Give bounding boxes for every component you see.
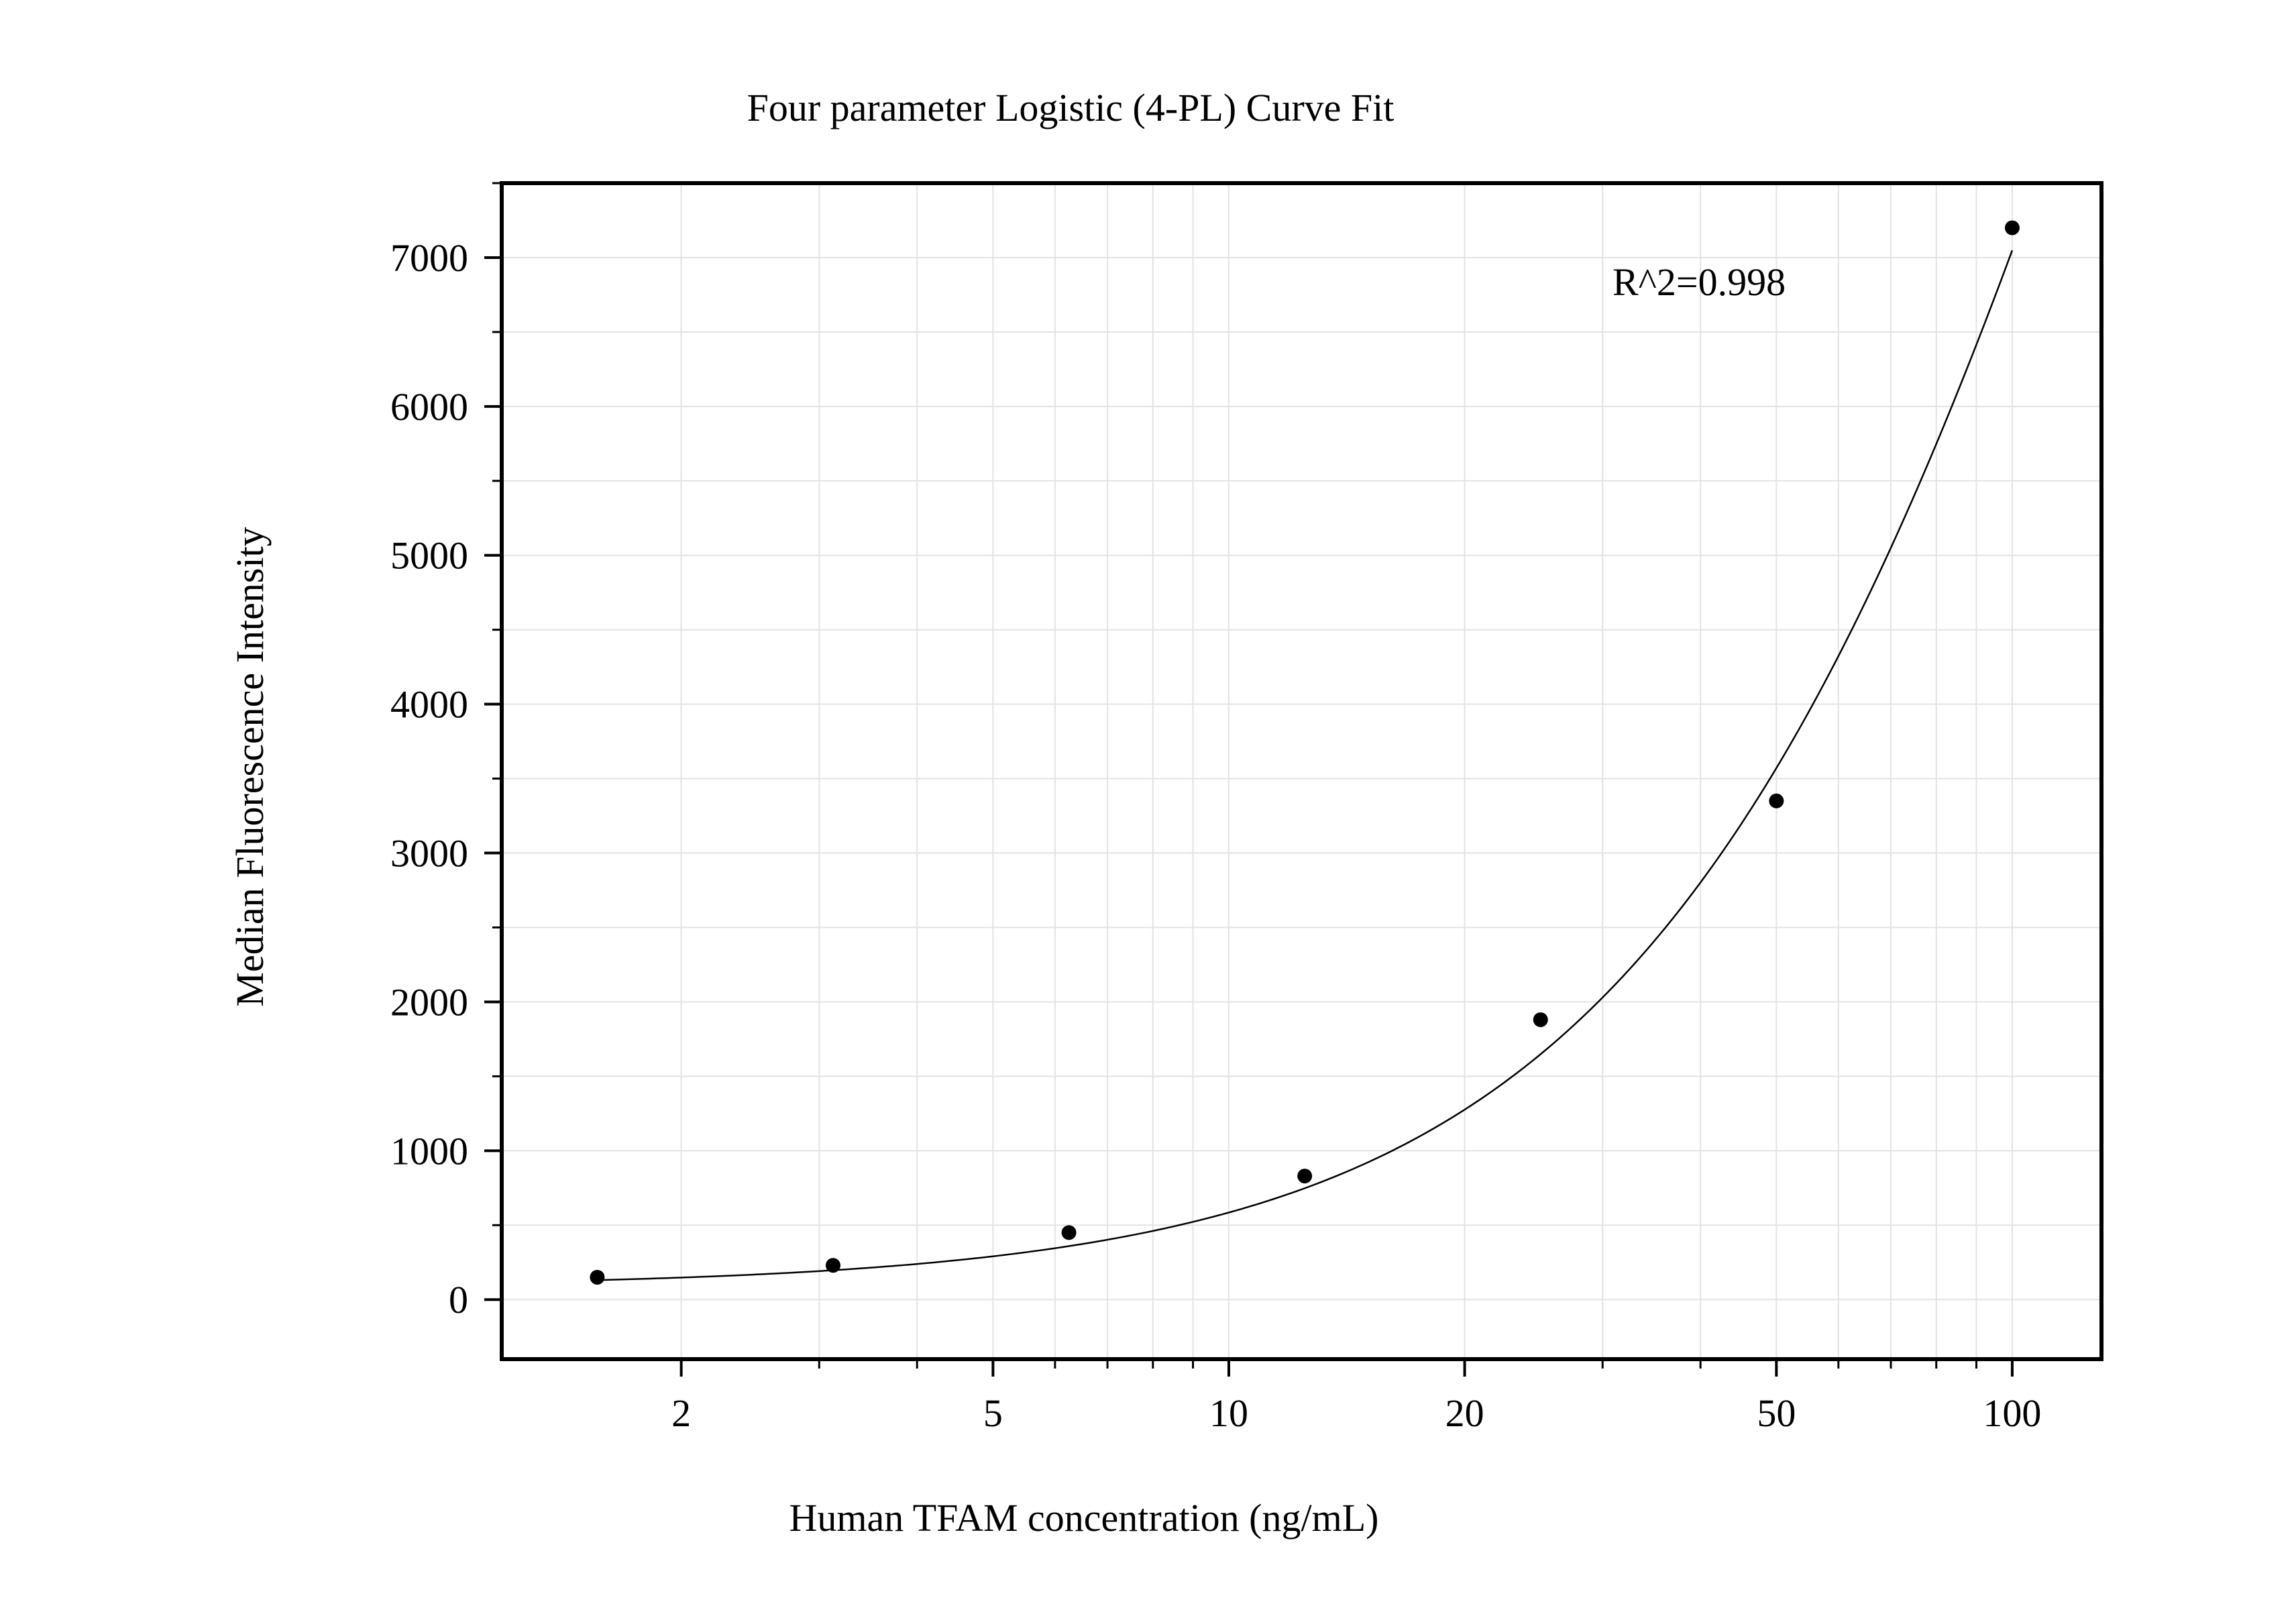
ticks-layer bbox=[484, 182, 2014, 1377]
y-tick-label: 3000 bbox=[390, 832, 468, 875]
x-tick-label: 20 bbox=[1445, 1391, 1484, 1435]
data-point bbox=[1061, 1225, 1077, 1240]
curve-layer bbox=[597, 250, 2014, 1281]
y-tick-label: 0 bbox=[449, 1278, 468, 1322]
y-tick-label: 6000 bbox=[390, 385, 468, 429]
plot-frame bbox=[500, 181, 2103, 1361]
chart-title: Four parameter Logistic (4-PL) Curve Fit bbox=[747, 86, 1395, 129]
grid-layer bbox=[502, 183, 2101, 1359]
data-point bbox=[1533, 1012, 1548, 1028]
x-tick-label: 5 bbox=[983, 1391, 1003, 1435]
y-tick-label: 7000 bbox=[390, 236, 468, 280]
x-axis-label: Human TFAM concentration (ng/mL) bbox=[789, 1496, 1379, 1540]
r-squared-annotation: R^2=0.998 bbox=[1612, 260, 1786, 304]
x-tick-label: 2 bbox=[671, 1391, 691, 1435]
y-tick-label: 2000 bbox=[390, 980, 468, 1024]
data-point bbox=[1769, 793, 1784, 808]
y-tick-label: 4000 bbox=[390, 683, 468, 727]
y-tick-label: 1000 bbox=[390, 1129, 468, 1173]
x-tick-label: 50 bbox=[1757, 1391, 1796, 1435]
data-point bbox=[590, 1269, 605, 1285]
fit-curve bbox=[597, 250, 2014, 1281]
data-point bbox=[2004, 220, 2020, 235]
points-layer bbox=[590, 220, 2020, 1285]
x-tick-label: 100 bbox=[1983, 1391, 2041, 1435]
y-tick-label: 5000 bbox=[390, 534, 468, 578]
data-point bbox=[1297, 1169, 1313, 1184]
data-point bbox=[826, 1258, 841, 1273]
y-axis-label: Median Fluorescence Intensity bbox=[228, 527, 272, 1006]
x-tick-label: 10 bbox=[1209, 1391, 1248, 1435]
